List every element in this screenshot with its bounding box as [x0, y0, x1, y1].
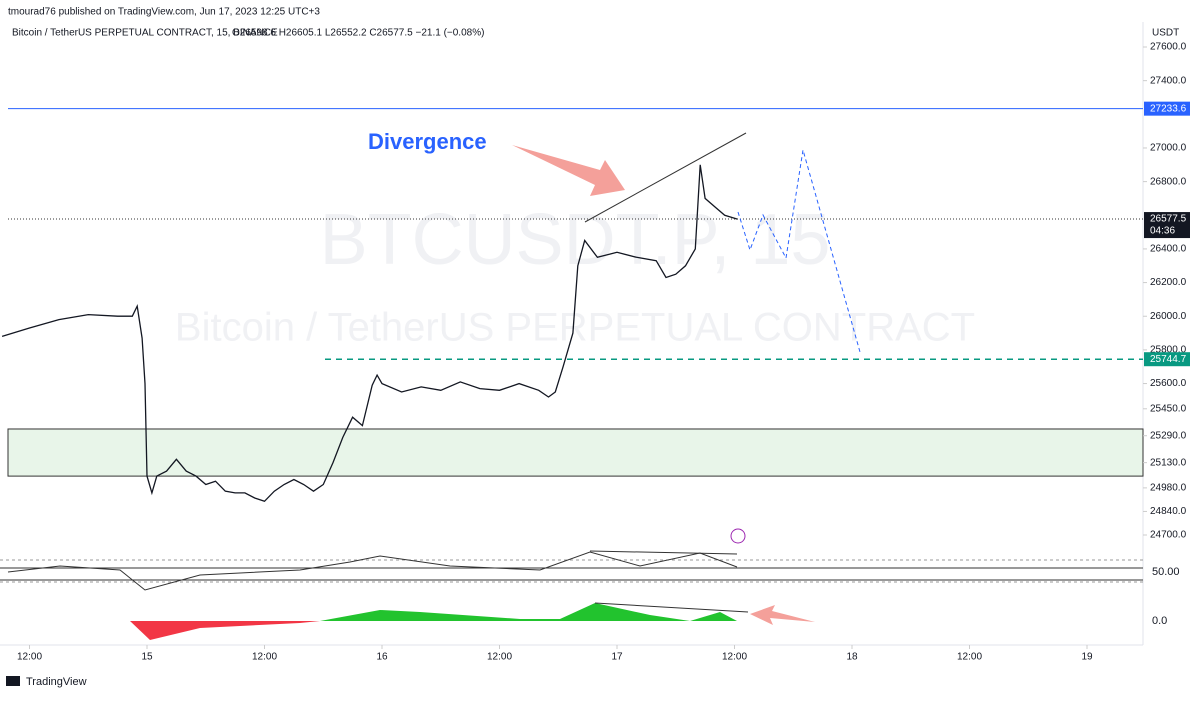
- y-tick-label: 24840.0: [1150, 506, 1187, 517]
- demand-zone: [7, 428, 1144, 477]
- y-tick-label: 25130.0: [1150, 457, 1187, 468]
- y-tick-label: 24700.0: [1150, 530, 1187, 541]
- last-price-tag: [1144, 212, 1190, 239]
- x-tick-label: 16: [376, 652, 388, 663]
- legend-symbol: Bitcoin / TetherUS PERPETUAL CONTRACT, 1…: [12, 28, 278, 39]
- x-tick-label: 19: [1081, 652, 1093, 663]
- x-tick-label: 18: [846, 652, 858, 663]
- watermark-ticker: BTCUSDT.P, 15: [320, 200, 831, 280]
- trend-line: [584, 132, 747, 223]
- x-tick-label: 17: [611, 652, 623, 663]
- histogram-positive: [320, 603, 737, 621]
- logo: [6, 676, 20, 686]
- publisher: tmourad76 published on TradingView.com, …: [8, 7, 320, 18]
- osc-label: 0.0: [1152, 615, 1167, 627]
- osc-divergence: [594, 602, 749, 613]
- legend-ohlc: O26598.6 H26605.1 L26552.2 C26577.5 −21.…: [232, 28, 484, 39]
- resistance-label: 27233.6: [1150, 103, 1187, 114]
- rsi-divergence: [589, 550, 738, 555]
- resistance-tag: [1144, 101, 1190, 116]
- countdown: 04:36: [1150, 226, 1175, 237]
- x-tick-label: 12:00: [487, 652, 512, 663]
- support-tag: [1144, 352, 1190, 367]
- support-label: 25744.7: [1150, 354, 1187, 365]
- y-tick-label: 27600.0: [1150, 42, 1187, 53]
- x-tick-label: 12:00: [957, 652, 982, 663]
- rsi-line: [7, 551, 738, 591]
- alert-icon: [730, 528, 746, 544]
- x-tick-label: 12:00: [722, 652, 747, 663]
- y-tick-label: 25600.0: [1150, 378, 1187, 389]
- x-tick-label: 12:00: [17, 652, 42, 663]
- y-tick-label: 25800.0: [1150, 345, 1187, 356]
- y-tick-label: 26400.0: [1150, 244, 1187, 255]
- last-price-label: 26577.5: [1150, 214, 1187, 225]
- y-tick-label: 25450.0: [1150, 403, 1187, 414]
- y-tick-label: 25290.0: [1150, 430, 1187, 441]
- rsi-label: 50.00: [1152, 566, 1180, 578]
- arrow: [750, 605, 815, 625]
- histogram-negative: [8, 621, 320, 640]
- x-tick-label: 15: [141, 652, 153, 663]
- arrow: [512, 145, 625, 196]
- annotation: Divergence: [368, 129, 487, 154]
- x-tick-label: 12:00: [252, 652, 277, 663]
- y-tick-label: 24980.0: [1150, 483, 1187, 494]
- price-line: [1, 164, 738, 503]
- currency: USDT: [1152, 28, 1179, 39]
- footer: TradingView: [26, 676, 87, 688]
- y-tick-label: 27400.0: [1150, 75, 1187, 86]
- projection: [737, 149, 861, 353]
- y-tick-label: 26800.0: [1150, 176, 1187, 187]
- y-tick-label: 27000.0: [1150, 143, 1187, 154]
- y-tick-label: 26200.0: [1150, 277, 1187, 288]
- y-tick-label: 26000.0: [1150, 311, 1187, 322]
